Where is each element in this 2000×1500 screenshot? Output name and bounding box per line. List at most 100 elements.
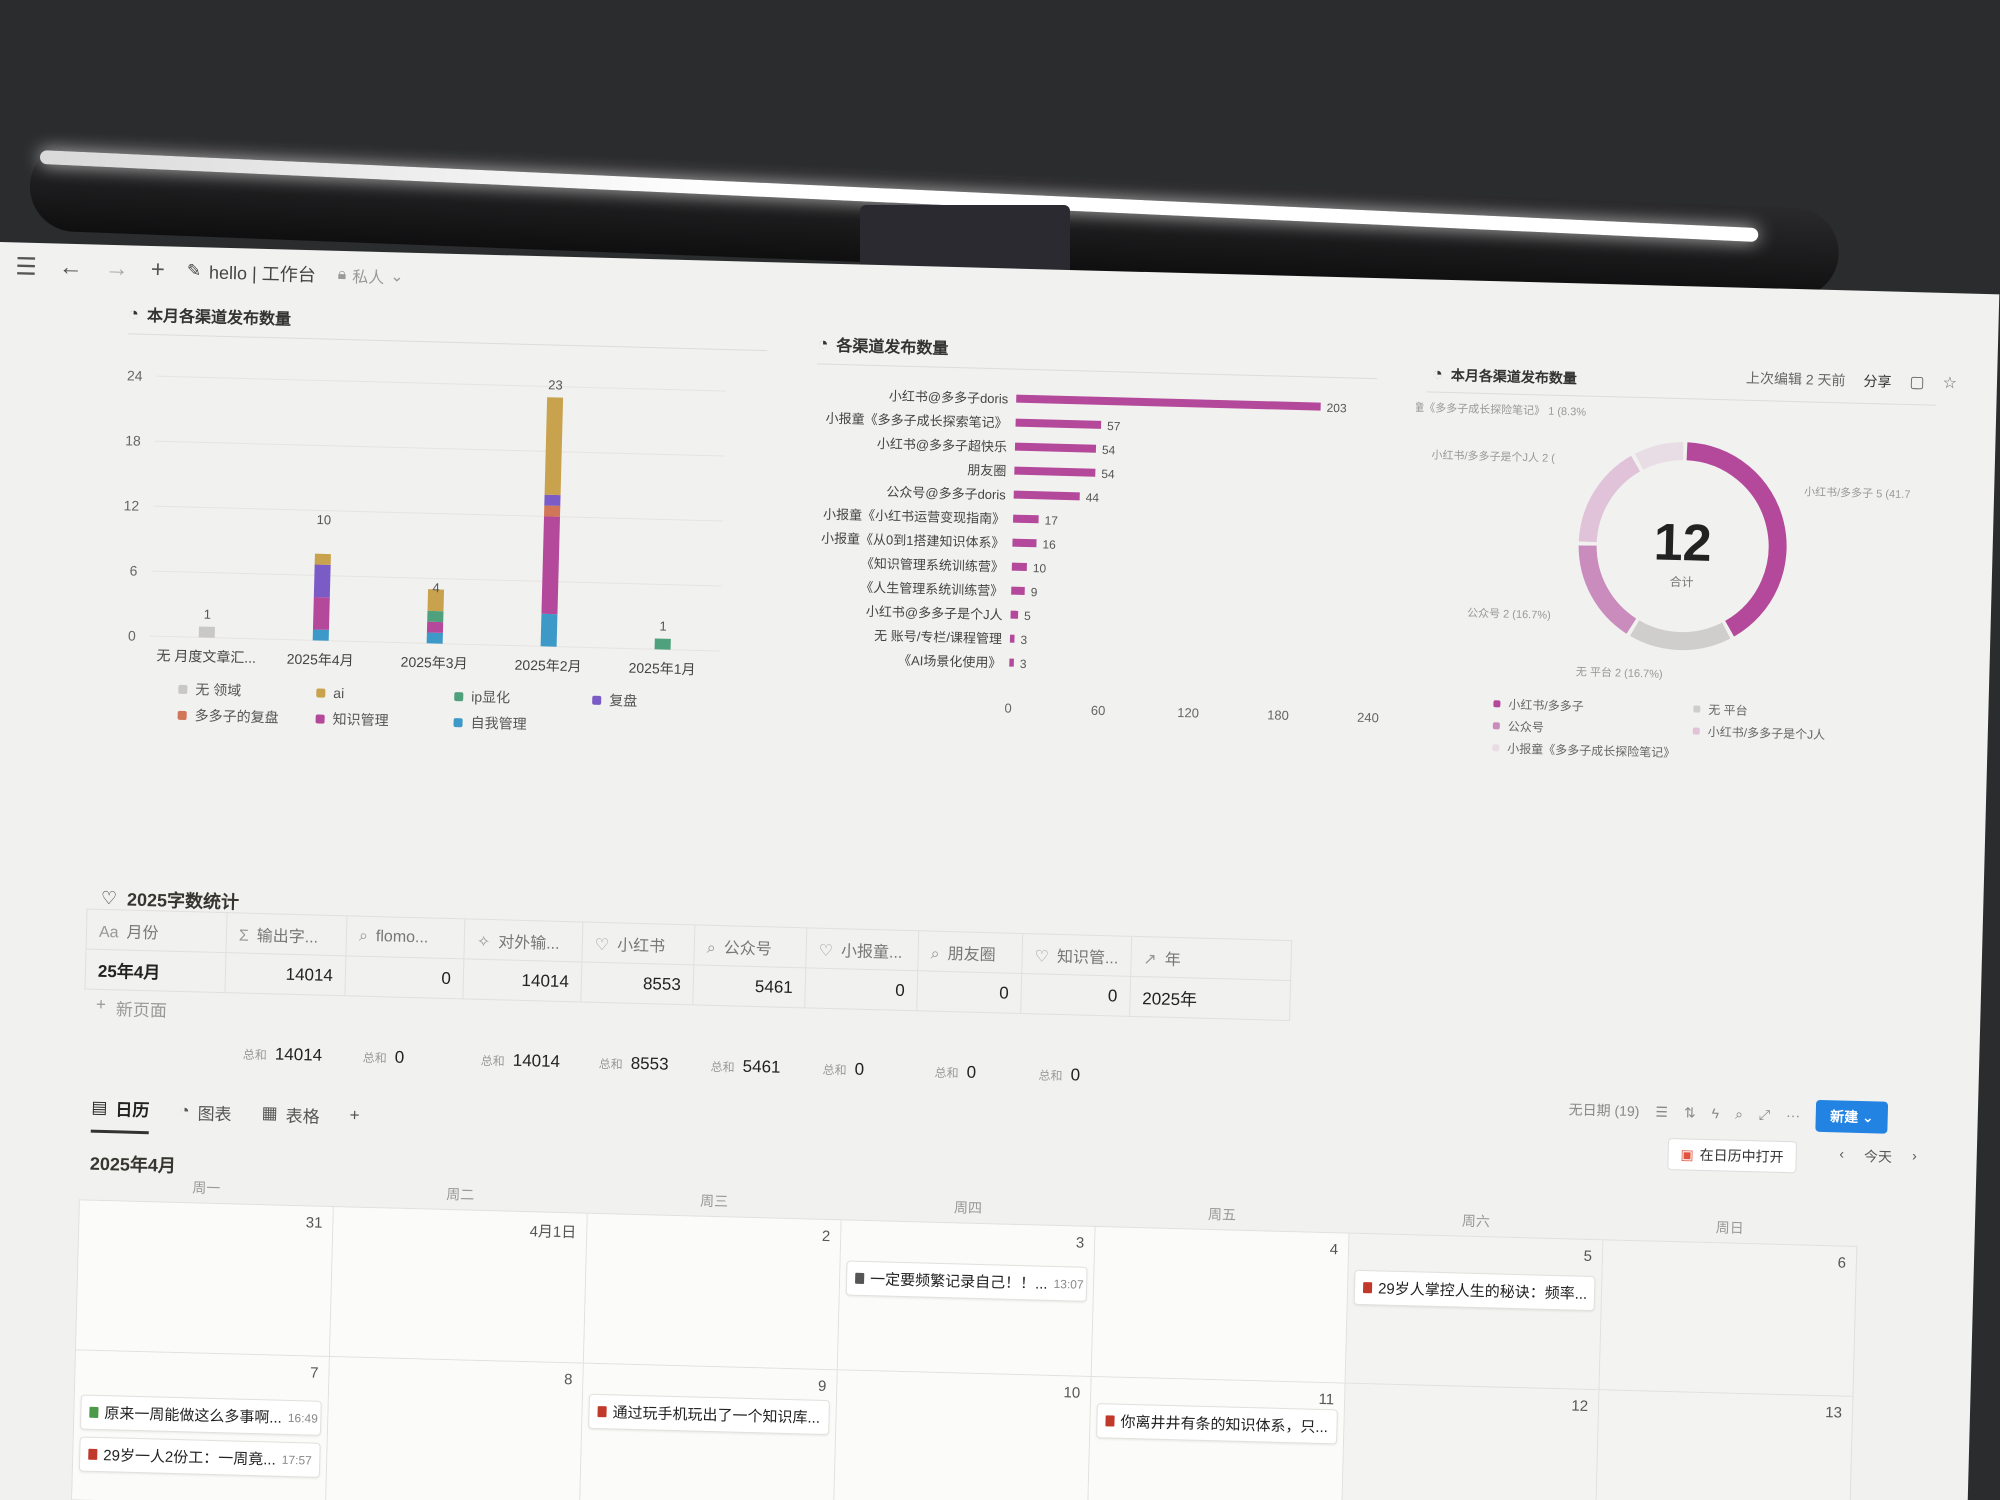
bar[interactable] (1010, 610, 1019, 619)
table-cell[interactable]: 25年4月 (84, 948, 226, 993)
calendar-event[interactable]: 一定要频繁记录自己！！... 13:07 (845, 1260, 1088, 1302)
bar[interactable] (1016, 394, 1321, 411)
legend-item[interactable]: ip显化 (454, 686, 592, 710)
calendar-day-cell[interactable]: 4月1日 (329, 1207, 588, 1364)
column-header[interactable]: Σ 输出字... (225, 912, 347, 956)
arrow-left-icon[interactable]: ← (58, 253, 84, 282)
add-view-button[interactable]: + (349, 1105, 359, 1135)
column-header[interactable]: Aa 月份 (86, 909, 228, 953)
column-header[interactable]: ⌕ 公众号 (693, 924, 807, 968)
column-header[interactable]: ⌕ 朋友圈 (917, 930, 1023, 974)
more-icon[interactable]: ··· (1785, 1107, 1801, 1124)
new-button[interactable]: 新建 ⌄ (1815, 1099, 1889, 1134)
bar-segment[interactable] (427, 610, 444, 623)
bar[interactable] (1011, 586, 1025, 595)
bar-segment[interactable] (541, 516, 560, 615)
calendar-day-cell[interactable]: 12 (1341, 1383, 1600, 1500)
calendar-day-cell[interactable]: 4 (1091, 1227, 1350, 1384)
calendar-day-cell[interactable]: 3 一定要频繁记录自己！！... 13:07 (837, 1220, 1096, 1377)
calendar-day-cell[interactable]: 10 (833, 1370, 1092, 1500)
privacy-toggle[interactable]: 🔒︎ 私人 ⌄ (337, 263, 404, 289)
new-page-button[interactable]: + 新页面 (96, 995, 168, 1022)
bar[interactable] (1013, 514, 1039, 524)
bar-segment[interactable] (198, 626, 215, 638)
column-header[interactable]: ✧ 对外输... (463, 918, 583, 962)
search-icon[interactable]: ⌕ (1734, 1105, 1744, 1122)
donut-slice[interactable] (1682, 442, 1787, 637)
legend-item[interactable]: 多多子的复盘 (177, 705, 315, 729)
table-cell[interactable]: 14014 (462, 958, 582, 1002)
bar-segment[interactable] (313, 564, 331, 598)
tab-calendar[interactable]: ▤ 日历 (90, 1094, 150, 1135)
calendar-day-cell[interactable]: 7 原来一周能做这么多事啊... 16:49 29岁一人2份工：一周竟... 17:57 (72, 1350, 330, 1500)
donut-slice[interactable] (1634, 442, 1684, 470)
calendar-event[interactable]: 你离井井有条的知识体系，只... (1096, 1403, 1338, 1445)
share-button[interactable]: 分享 (1863, 372, 1892, 390)
bar-segment[interactable] (426, 621, 444, 633)
legend-item[interactable]: 小红书/多多子是个J人 (1692, 722, 1893, 744)
open-in-calendar-button[interactable]: ▣ 在日历中打开 (1667, 1137, 1798, 1174)
bar[interactable] (1012, 538, 1037, 548)
bar-segment[interactable] (427, 589, 445, 612)
no-date-button[interactable]: 无日期 (19) (1568, 1101, 1640, 1120)
table-cell[interactable]: 8553 (580, 961, 694, 1005)
donut-slice[interactable] (1578, 455, 1641, 543)
table-cell[interactable]: 0 (804, 967, 918, 1011)
bar[interactable] (1014, 442, 1097, 453)
calendar-day-cell[interactable]: 9 通过玩手机玩出了一个知识库... (579, 1363, 838, 1500)
donut-slice[interactable] (1578, 545, 1637, 634)
filter-icon[interactable]: ☰ (1655, 1103, 1669, 1120)
tab-table[interactable]: ▦ 表格 (261, 1101, 320, 1138)
bar-segment[interactable] (654, 638, 671, 650)
table-cell[interactable]: 0 (916, 970, 1022, 1014)
bar-segment[interactable] (540, 613, 558, 647)
column-header[interactable]: ♡ 知识管... (1021, 933, 1132, 977)
calendar-event[interactable]: 29岁一人2份工：一周竟... 17:57 (78, 1436, 321, 1478)
bar-segment[interactable] (544, 505, 561, 517)
bar-segment[interactable] (544, 397, 564, 496)
table-cell[interactable]: 14014 (224, 952, 346, 996)
column-header[interactable]: ↗ 年 (1130, 936, 1292, 981)
today-button[interactable]: 今天 (1863, 1148, 1893, 1165)
table-cell[interactable]: 5461 (692, 964, 806, 1008)
bar[interactable] (1013, 490, 1080, 501)
calendar-day-cell[interactable]: 13 (1595, 1390, 1854, 1500)
bar-segment[interactable] (312, 629, 329, 641)
calendar-event[interactable]: 原来一周能做这么多事啊... 16:49 (79, 1394, 322, 1436)
automation-icon[interactable]: ϟ (1711, 1105, 1720, 1122)
bar[interactable] (1015, 418, 1102, 429)
legend-item[interactable]: 小报童《多多子成长探险笔记》 (1492, 739, 1692, 761)
bar-segment[interactable] (426, 632, 443, 644)
sort-icon[interactable]: ⇅ (1683, 1103, 1696, 1121)
comment-icon[interactable]: ▢ (1909, 374, 1925, 392)
menu-icon[interactable]: ☰ (15, 252, 38, 281)
column-header[interactable]: ♡ 小报童... (805, 927, 919, 971)
chevron-right-icon[interactable]: › (1911, 1147, 1917, 1164)
calendar-event[interactable]: 通过玩手机玩出了一个知识库... (588, 1393, 830, 1436)
chevron-left-icon[interactable]: ‹ (1839, 1145, 1845, 1162)
legend-item[interactable]: ai (316, 682, 454, 706)
legend-item[interactable]: 小红书/多多子 (1493, 695, 1693, 717)
bar[interactable] (1009, 658, 1014, 667)
legend-item[interactable]: 知识管理 (315, 708, 453, 732)
arrow-right-icon[interactable]: → (104, 254, 130, 283)
expand-icon[interactable]: ⤢ (1758, 1105, 1771, 1123)
table-cell[interactable]: 0 (344, 955, 464, 999)
bar[interactable] (1009, 634, 1015, 643)
legend-item[interactable]: 公众号 (1492, 717, 1693, 739)
legend-item[interactable]: 无 领域 (178, 679, 316, 703)
bar[interactable] (1011, 562, 1027, 571)
star-icon[interactable]: ☆ (1942, 374, 1958, 393)
legend-item[interactable]: 复盘 (592, 690, 730, 714)
bar-segment[interactable] (314, 553, 331, 565)
column-header[interactable]: ♡ 小红书 (581, 921, 695, 965)
calendar-day-cell[interactable]: 5 29岁人掌控人生的秘诀：频率... (1345, 1233, 1604, 1391)
calendar-day-cell[interactable]: 2 (583, 1213, 842, 1371)
column-header[interactable]: ⌕ flomo... (345, 915, 465, 959)
bar-segment[interactable] (544, 494, 561, 506)
plus-icon[interactable]: + (150, 255, 166, 284)
donut-slice[interactable] (1630, 620, 1731, 651)
calendar-day-cell[interactable]: 6 (1599, 1240, 1858, 1397)
table-cell[interactable]: 0 (1020, 973, 1131, 1017)
legend-item[interactable]: 无 平台 (1693, 700, 1893, 722)
